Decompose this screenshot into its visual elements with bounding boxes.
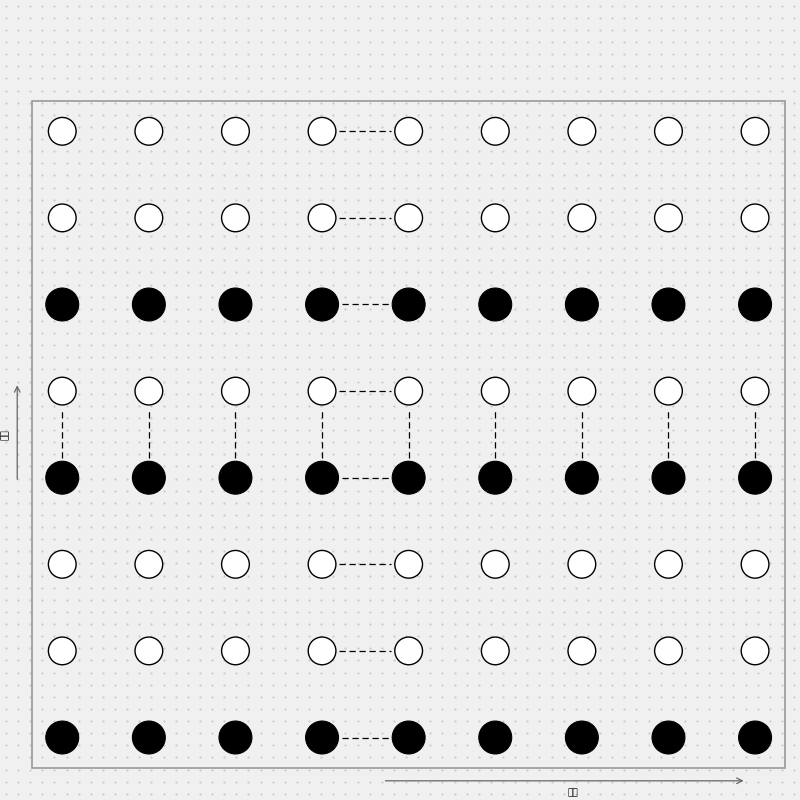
Circle shape: [395, 204, 422, 232]
Circle shape: [135, 204, 162, 232]
Circle shape: [742, 637, 769, 665]
Circle shape: [219, 288, 252, 321]
Circle shape: [392, 288, 425, 321]
Circle shape: [219, 462, 252, 494]
Circle shape: [392, 462, 425, 494]
Circle shape: [222, 204, 250, 232]
Circle shape: [219, 721, 252, 754]
Circle shape: [132, 288, 166, 321]
Circle shape: [654, 118, 682, 145]
Circle shape: [222, 118, 250, 145]
Circle shape: [46, 721, 78, 754]
Circle shape: [742, 204, 769, 232]
Circle shape: [395, 118, 422, 145]
Circle shape: [566, 721, 598, 754]
Circle shape: [306, 462, 338, 494]
Circle shape: [652, 462, 685, 494]
Circle shape: [742, 118, 769, 145]
Circle shape: [308, 378, 336, 405]
Circle shape: [46, 288, 78, 321]
Circle shape: [48, 550, 76, 578]
Circle shape: [654, 204, 682, 232]
Circle shape: [482, 378, 509, 405]
Circle shape: [654, 550, 682, 578]
Circle shape: [568, 637, 596, 665]
Circle shape: [222, 378, 250, 405]
Circle shape: [306, 288, 338, 321]
Text: 时长: 时长: [568, 789, 578, 798]
Circle shape: [738, 288, 771, 321]
Circle shape: [395, 637, 422, 665]
Circle shape: [742, 550, 769, 578]
Circle shape: [222, 550, 250, 578]
Circle shape: [479, 288, 512, 321]
Circle shape: [482, 204, 509, 232]
Circle shape: [222, 637, 250, 665]
Circle shape: [568, 204, 596, 232]
Circle shape: [306, 721, 338, 754]
Circle shape: [135, 637, 162, 665]
Circle shape: [568, 550, 596, 578]
Circle shape: [48, 118, 76, 145]
Circle shape: [48, 637, 76, 665]
Circle shape: [135, 550, 162, 578]
Circle shape: [308, 550, 336, 578]
Circle shape: [652, 721, 685, 754]
Circle shape: [482, 637, 509, 665]
Circle shape: [132, 721, 166, 754]
Circle shape: [135, 118, 162, 145]
Circle shape: [738, 721, 771, 754]
Circle shape: [738, 462, 771, 494]
Circle shape: [395, 378, 422, 405]
Circle shape: [392, 721, 425, 754]
Circle shape: [308, 118, 336, 145]
Circle shape: [652, 288, 685, 321]
Circle shape: [135, 378, 162, 405]
Circle shape: [654, 637, 682, 665]
Circle shape: [308, 637, 336, 665]
Circle shape: [395, 550, 422, 578]
Circle shape: [48, 378, 76, 405]
Circle shape: [132, 462, 166, 494]
Circle shape: [654, 378, 682, 405]
Text: 时长: 时长: [1, 429, 10, 440]
Circle shape: [482, 550, 509, 578]
Circle shape: [482, 118, 509, 145]
Circle shape: [48, 204, 76, 232]
Circle shape: [479, 721, 512, 754]
Circle shape: [568, 118, 596, 145]
Circle shape: [742, 378, 769, 405]
Circle shape: [479, 462, 512, 494]
Circle shape: [568, 378, 596, 405]
Circle shape: [308, 204, 336, 232]
Circle shape: [566, 462, 598, 494]
Circle shape: [566, 288, 598, 321]
Circle shape: [46, 462, 78, 494]
